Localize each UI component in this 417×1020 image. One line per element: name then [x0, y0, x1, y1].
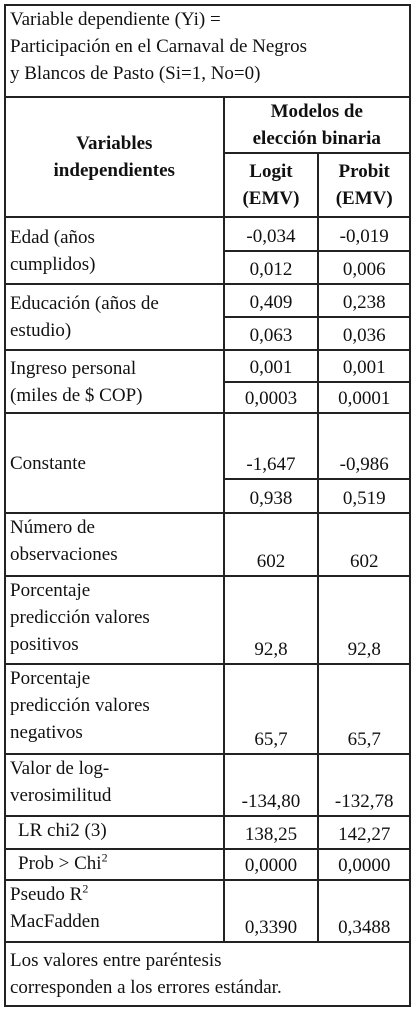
constante-logit-coef: -1,647	[222, 412, 320, 480]
pseudo-label-a: Pseudo R	[10, 884, 83, 905]
ingreso-logit-se: 0,0003	[222, 381, 320, 414]
variables-header: Variables independientes	[4, 96, 225, 218]
educacion-probit-coef: 0,238	[317, 283, 411, 318]
edad-logit-se: 0,012	[222, 250, 320, 285]
logit-header: Logit (EMV)	[222, 152, 320, 218]
pseudo-label-sup: 2	[82, 881, 89, 896]
constante-probit-se: 0,519	[317, 478, 411, 514]
regression-table: Variable dependiente (Yi) = Participació…	[4, 4, 411, 1007]
constante-probit-coef: -0,986	[317, 412, 411, 480]
pred-pos-logit: 92,8	[222, 575, 320, 665]
ingreso-probit-coef: 0,001	[317, 349, 411, 383]
educacion-logit-coef: 0,409	[222, 283, 320, 318]
ingreso-probit-se: 0,0001	[317, 381, 411, 414]
edad-logit-coef: -0,034	[222, 216, 320, 252]
table-title: Variable dependiente (Yi) = Participació…	[4, 4, 411, 98]
row-label-ingreso: Ingreso personal (miles de $ COP)	[4, 349, 225, 414]
edad-probit-se: 0,006	[317, 250, 411, 285]
prob-probit: 0,0000	[317, 848, 411, 881]
row-label-constante: Constante	[4, 412, 225, 514]
pred-neg-logit: 65,7	[222, 663, 320, 755]
observaciones-label: Número de observaciones	[4, 512, 225, 577]
loglik-logit: -134,80	[222, 753, 320, 817]
pseudo-label: Pseudo R2 MacFadden	[4, 879, 225, 943]
observaciones-logit: 602	[222, 512, 320, 577]
table-note: Los valores entre paréntesis corresponde…	[4, 941, 411, 1007]
lr-logit: 138,25	[222, 815, 320, 850]
educacion-logit-se: 0,063	[222, 316, 320, 351]
pred-pos-label: Porcentaje predicción valores positivos	[4, 575, 225, 665]
probit-header: Probit (EMV)	[317, 152, 411, 218]
lr-probit: 142,27	[317, 815, 411, 850]
loglik-label: Valor de log- verosimilitud	[4, 753, 225, 817]
row-label-educacion: Educación (años de estudio)	[4, 283, 225, 351]
edad-probit-coef: -0,019	[317, 216, 411, 252]
prob-label: Prob > Chi2	[4, 848, 225, 881]
observaciones-probit: 602	[317, 512, 411, 577]
models-header: Modelos de elección binaria	[222, 96, 411, 154]
constante-logit-se: 0,938	[222, 478, 320, 514]
pred-neg-label: Porcentaje predicción valores negativos	[4, 663, 225, 755]
prob-label-sup: 2	[101, 850, 108, 865]
row-label-edad: Edad (años cumplidos)	[4, 216, 225, 285]
pseudo-probit: 0,3488	[317, 879, 411, 943]
educacion-probit-se: 0,036	[317, 316, 411, 351]
prob-logit: 0,0000	[222, 848, 320, 881]
pseudo-logit: 0,3390	[222, 879, 320, 943]
pred-pos-probit: 92,8	[317, 575, 411, 665]
ingreso-logit-coef: 0,001	[222, 349, 320, 383]
pred-neg-probit: 65,7	[317, 663, 411, 755]
lr-label: LR chi2 (3)	[4, 815, 225, 850]
pseudo-label-b: MacFadden	[10, 911, 100, 932]
prob-label-text: Prob > Chi	[18, 853, 102, 874]
loglik-probit: -132,78	[317, 753, 411, 817]
